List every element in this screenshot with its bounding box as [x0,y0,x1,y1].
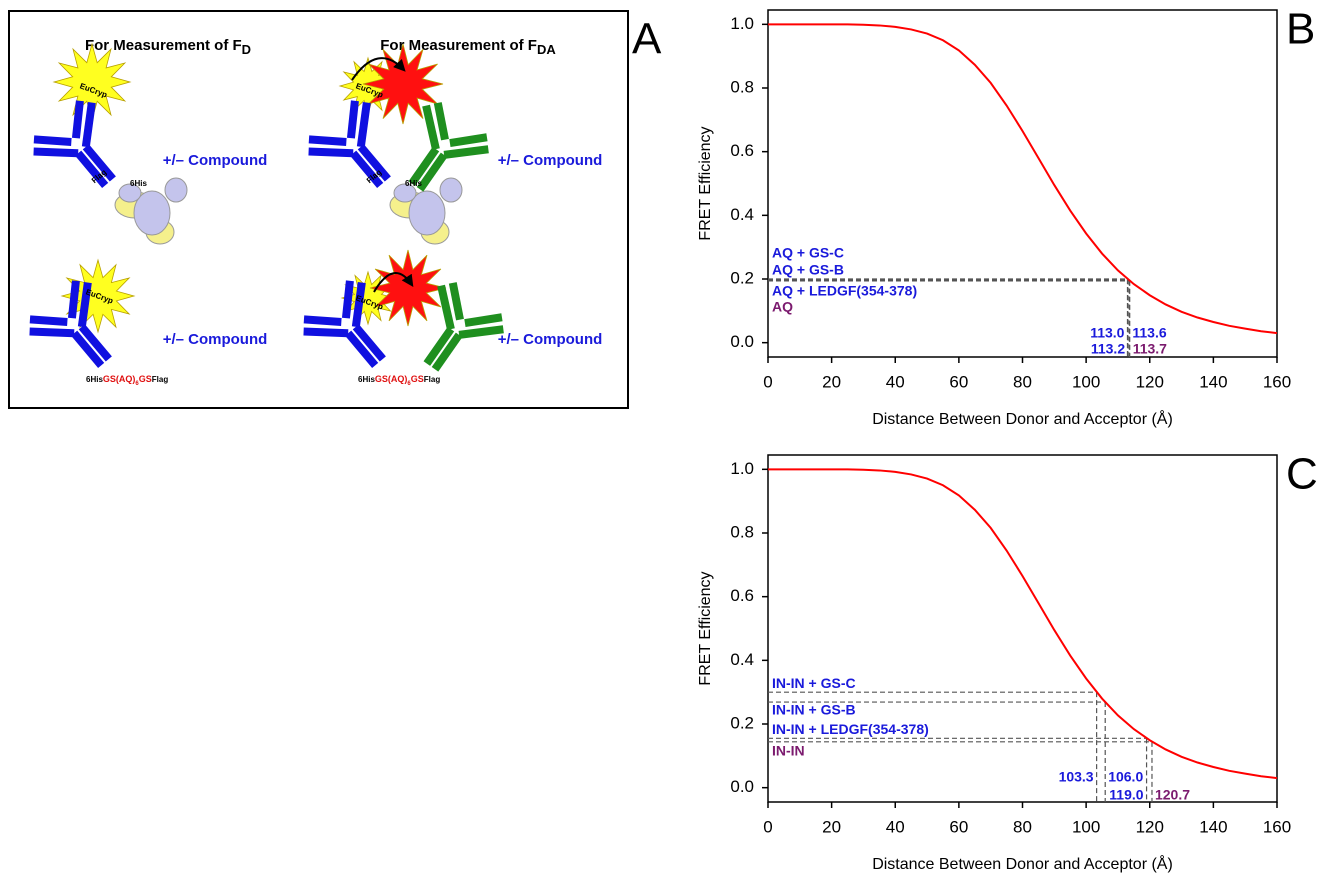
panel-label: C [1286,450,1318,499]
x-tick-label: 120 [1136,817,1164,836]
linker: 6HisGS(AQ)6GSFlag [358,374,440,386]
x-tick-label: 120 [1136,372,1164,391]
marker-name: AQ + GS-B [772,261,844,277]
heading: For Measurement of FDA [380,37,556,57]
heading: For Measurement of FD [85,37,251,57]
x-tick-label: 160 [1263,817,1291,836]
y-tick-label: 0.2 [730,268,754,287]
fluorophore [52,42,132,122]
marker-name: AQ + GS-C [772,245,844,261]
x-tick-label: 160 [1263,372,1291,391]
y-tick-label: 1.0 [730,459,754,478]
x-tick-label: 100 [1072,817,1100,836]
y-tick-label: 1.0 [730,14,754,33]
y-tick-label: 0.8 [730,77,754,96]
y-tick-label: 0.2 [730,713,754,732]
compound-label: +/– Compound [163,331,268,348]
x-tick-label: 40 [886,372,905,391]
marker-value: 120.7 [1155,786,1190,802]
x-axis-label: Distance Between Donor and Acceptor (Å) [872,854,1173,873]
curve [768,23,1278,335]
linker-part: Flag [152,375,169,384]
x-tick-label: 40 [886,817,905,836]
heading-text: For Measurement of F [85,37,242,54]
linker-part: 6His [358,375,375,384]
plot-frame [767,454,1278,803]
fluorophore [369,249,447,327]
marker-name: IN-IN [772,743,805,759]
marker-value: 106.0 [1108,768,1143,784]
linker-part: GS(AQ) [375,374,408,384]
x-tick-label: 80 [1013,817,1032,836]
tag: 6His [130,179,147,188]
marker-value: 113.6 [1132,324,1166,340]
tag: 6His [405,179,422,188]
curve [768,468,1278,780]
y-tick-label: 0.4 [730,650,754,669]
y-tick-label: 0.6 [730,586,754,605]
x-tick-label: 20 [822,817,841,836]
fluorophore [340,270,396,326]
y-tick-label: 0.4 [730,205,754,224]
y-tick-label: 0.0 [730,777,754,796]
diagram [24,42,509,388]
heading-sub: D [242,42,251,57]
marker-value: 113.2 [1091,340,1125,356]
linker-part: 6 [135,381,139,387]
plot-frame [767,9,1278,358]
protein [114,177,188,245]
fluorophore [338,56,398,116]
marker-name: IN-IN + LEDGF(354-378) [772,721,929,737]
y-tick-label: 0.6 [730,141,754,160]
x-tick-label: 0 [763,817,772,836]
compound-label: +/– Compound [498,331,603,348]
linker-part: 6 [407,381,411,387]
transfer-arrow [373,272,414,293]
x-tick-label: 60 [949,817,968,836]
x-tick-label: 20 [822,372,841,391]
transfer-arrow [351,57,406,81]
linker-part: 6His [86,375,103,384]
linker-part: GS(AQ) [103,374,136,384]
marker-value: 113.0 [1090,324,1124,340]
panel-label: B [1286,5,1315,54]
marker-value: 103.3 [1059,768,1094,784]
marker-name: IN-IN + GS-B [772,702,856,718]
protein [389,177,463,245]
linker-part: GS [411,374,424,384]
linker-part: Flag [424,375,441,384]
fluorophore [362,43,444,125]
heading-text: For Measurement of F [380,37,537,54]
x-axis-label: Distance Between Donor and Acceptor (Å) [872,409,1173,428]
fluorophore [60,258,136,334]
marker-name: AQ + LEDGF(354-378) [772,282,917,298]
marker-value: 119.0 [1109,786,1143,802]
x-tick-label: 140 [1199,817,1227,836]
marker-value: 113.7 [1133,340,1167,356]
panel-label: A [632,15,662,64]
x-tick-label: 140 [1199,372,1227,391]
y-axis-label: FRET Efficiency [697,126,714,240]
linker: 6HisGS(AQ)6GSFlag [86,374,168,386]
x-tick-label: 100 [1072,372,1100,391]
y-tick-label: 0.8 [730,522,754,541]
y-tick-label: 0.0 [730,332,754,351]
x-tick-label: 60 [949,372,968,391]
marker-name: AQ [772,299,793,315]
compound-label: +/– Compound [498,152,603,169]
compound-label: +/– Compound [163,152,268,169]
x-tick-label: 0 [763,372,772,391]
y-axis-label: FRET Efficiency [697,571,714,685]
linker-part: GS [139,374,152,384]
heading-sub: DA [537,42,556,57]
x-tick-label: 80 [1013,372,1032,391]
marker-name: IN-IN + GS-C [772,675,856,691]
